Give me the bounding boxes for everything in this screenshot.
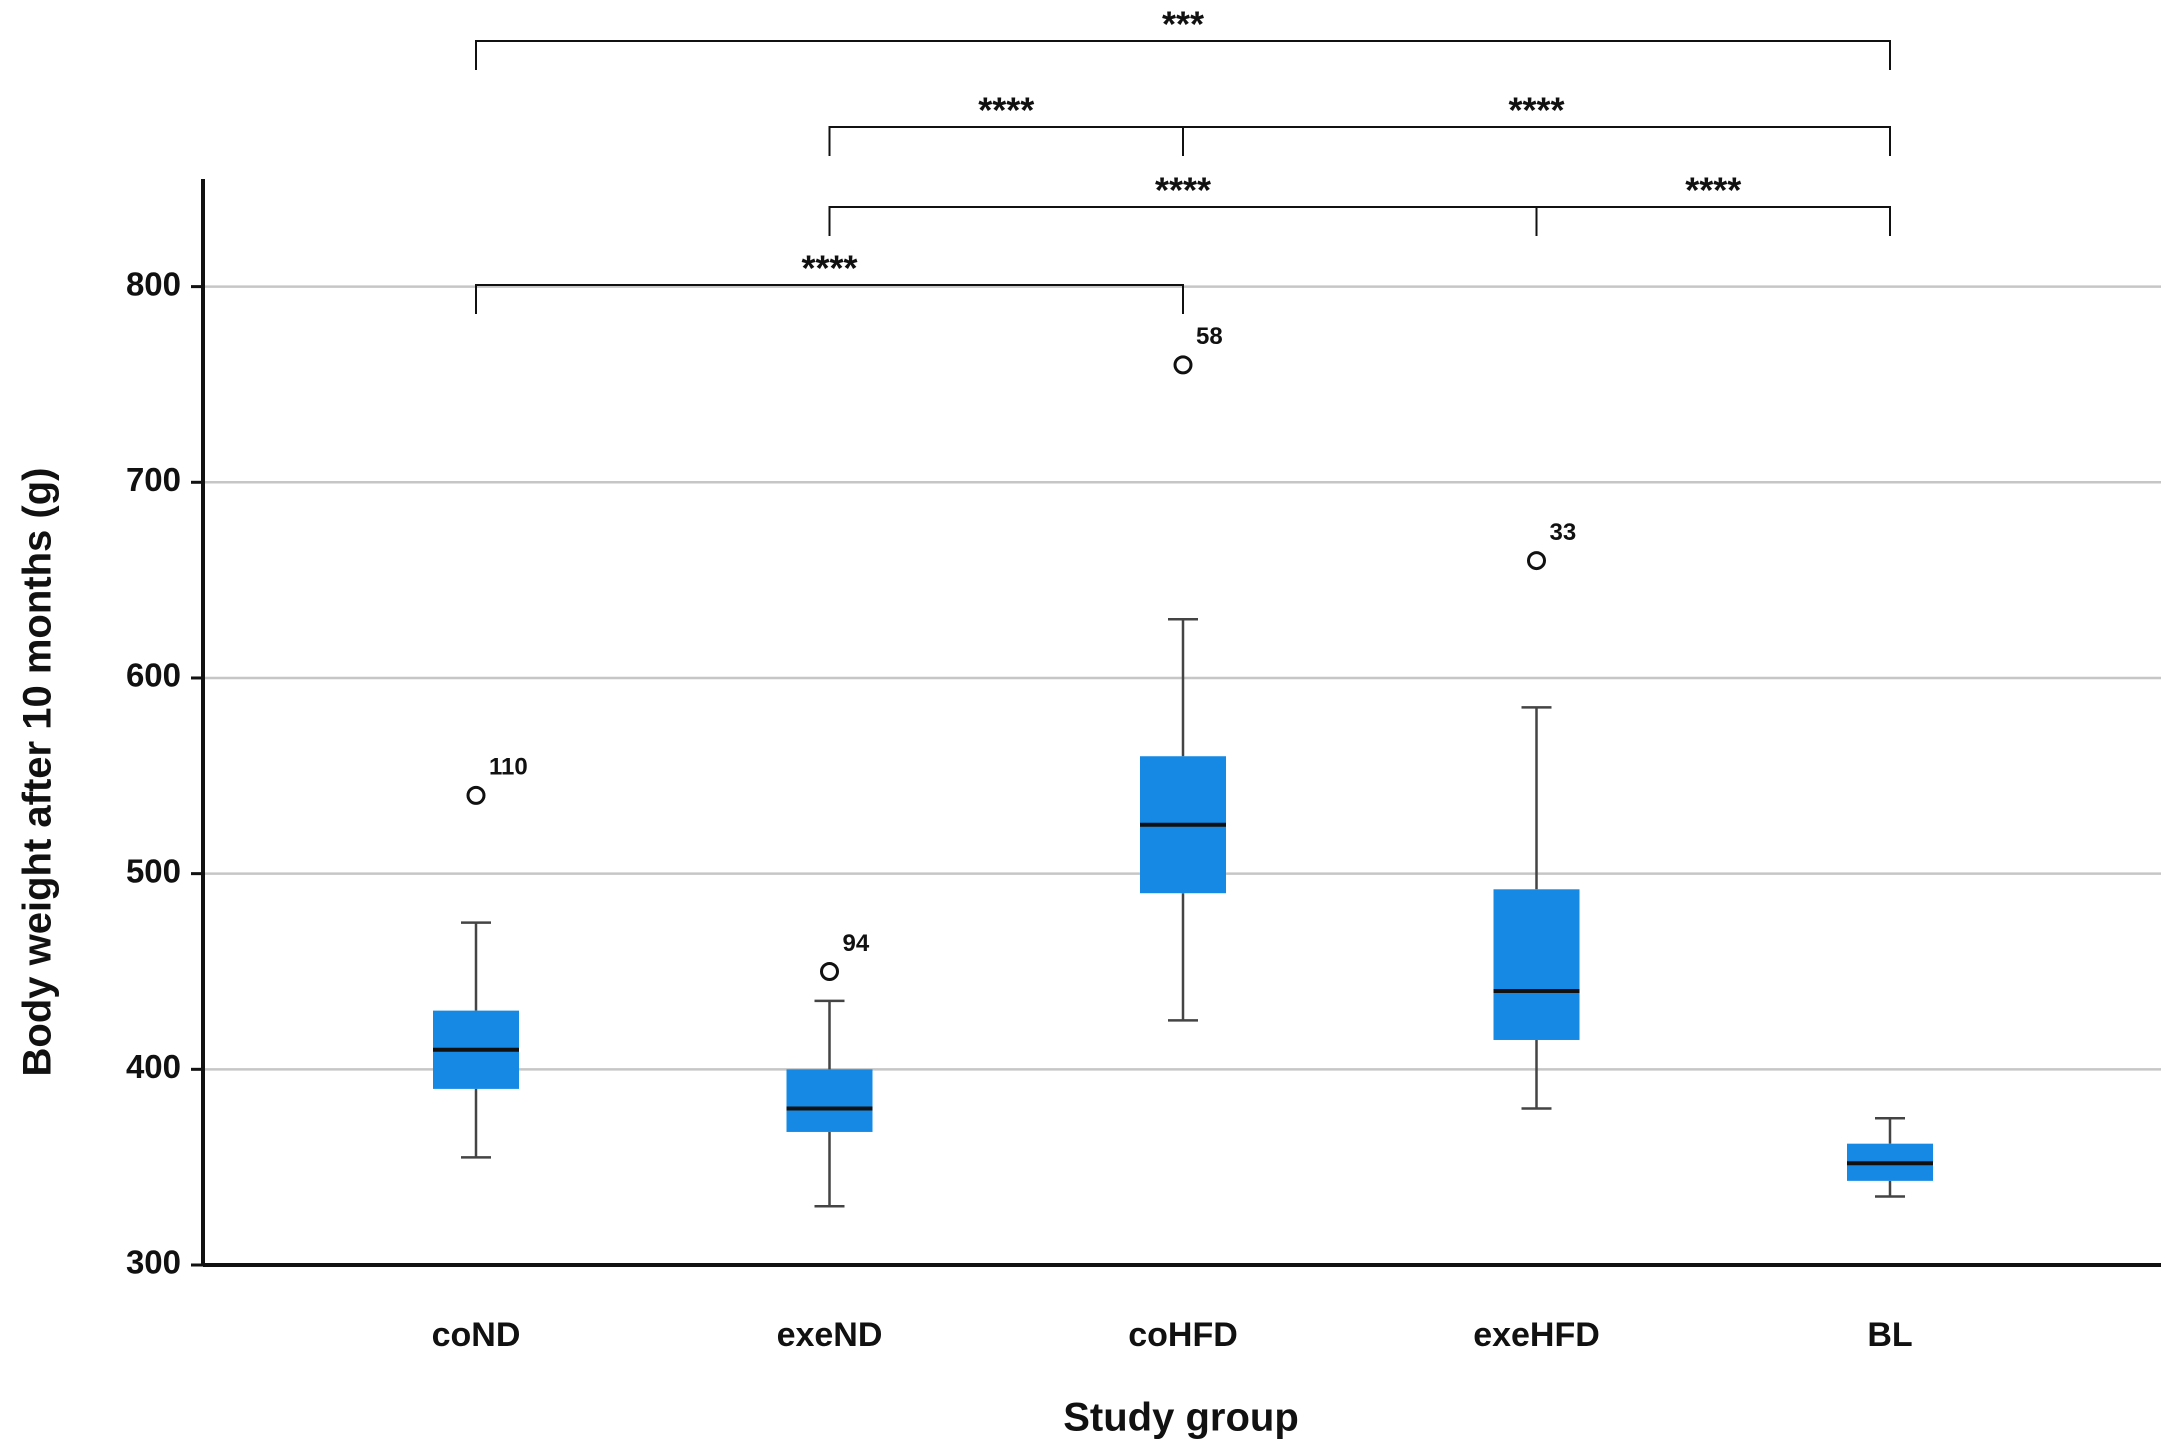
- significance-label: ***: [1162, 4, 1204, 45]
- outlier: [820, 961, 839, 981]
- box: [1493, 889, 1580, 1040]
- y-tick-label: 500: [126, 852, 181, 889]
- y-tick-label: 800: [126, 265, 181, 302]
- x-tick-label: exeND: [777, 1316, 883, 1354]
- y-axis-title: Body weight after 10 months (g): [16, 468, 60, 1077]
- significance-bracket: [828, 206, 1538, 236]
- significance-label: ****: [978, 90, 1034, 131]
- outlier: [466, 785, 486, 805]
- outlier-label: 110: [489, 754, 528, 781]
- x-tick-label: coHFD: [1128, 1316, 1238, 1354]
- outlier-label: 58: [1196, 323, 1223, 350]
- significance-label: ****: [1685, 170, 1741, 211]
- box: [786, 1069, 873, 1132]
- outlier: [1527, 551, 1546, 571]
- significance-label: ****: [1155, 170, 1211, 211]
- outlier-label: 33: [1550, 519, 1577, 546]
- outlier-label: 94: [843, 930, 870, 957]
- x-axis-title: Study group: [1063, 1396, 1299, 1440]
- significance-bracket: [1535, 206, 1891, 236]
- y-tick-label: 300: [126, 1244, 181, 1281]
- outlier: [1173, 355, 1193, 375]
- x-tick-label: coND: [432, 1316, 521, 1354]
- significance-bracket: [475, 284, 1184, 314]
- significance-bracket: [1182, 126, 1891, 156]
- significance-bracket: [828, 126, 1184, 156]
- significance-bracket: [475, 40, 1891, 70]
- x-tick-label: BL: [1867, 1316, 1912, 1354]
- significance-label: ****: [801, 248, 857, 289]
- significance-label: ****: [1508, 90, 1564, 131]
- x-tick-label: exeHFD: [1473, 1316, 1600, 1354]
- y-tick-label: 600: [126, 657, 181, 694]
- y-tick-label: 400: [126, 1048, 181, 1085]
- y-tick-label: 700: [126, 461, 181, 498]
